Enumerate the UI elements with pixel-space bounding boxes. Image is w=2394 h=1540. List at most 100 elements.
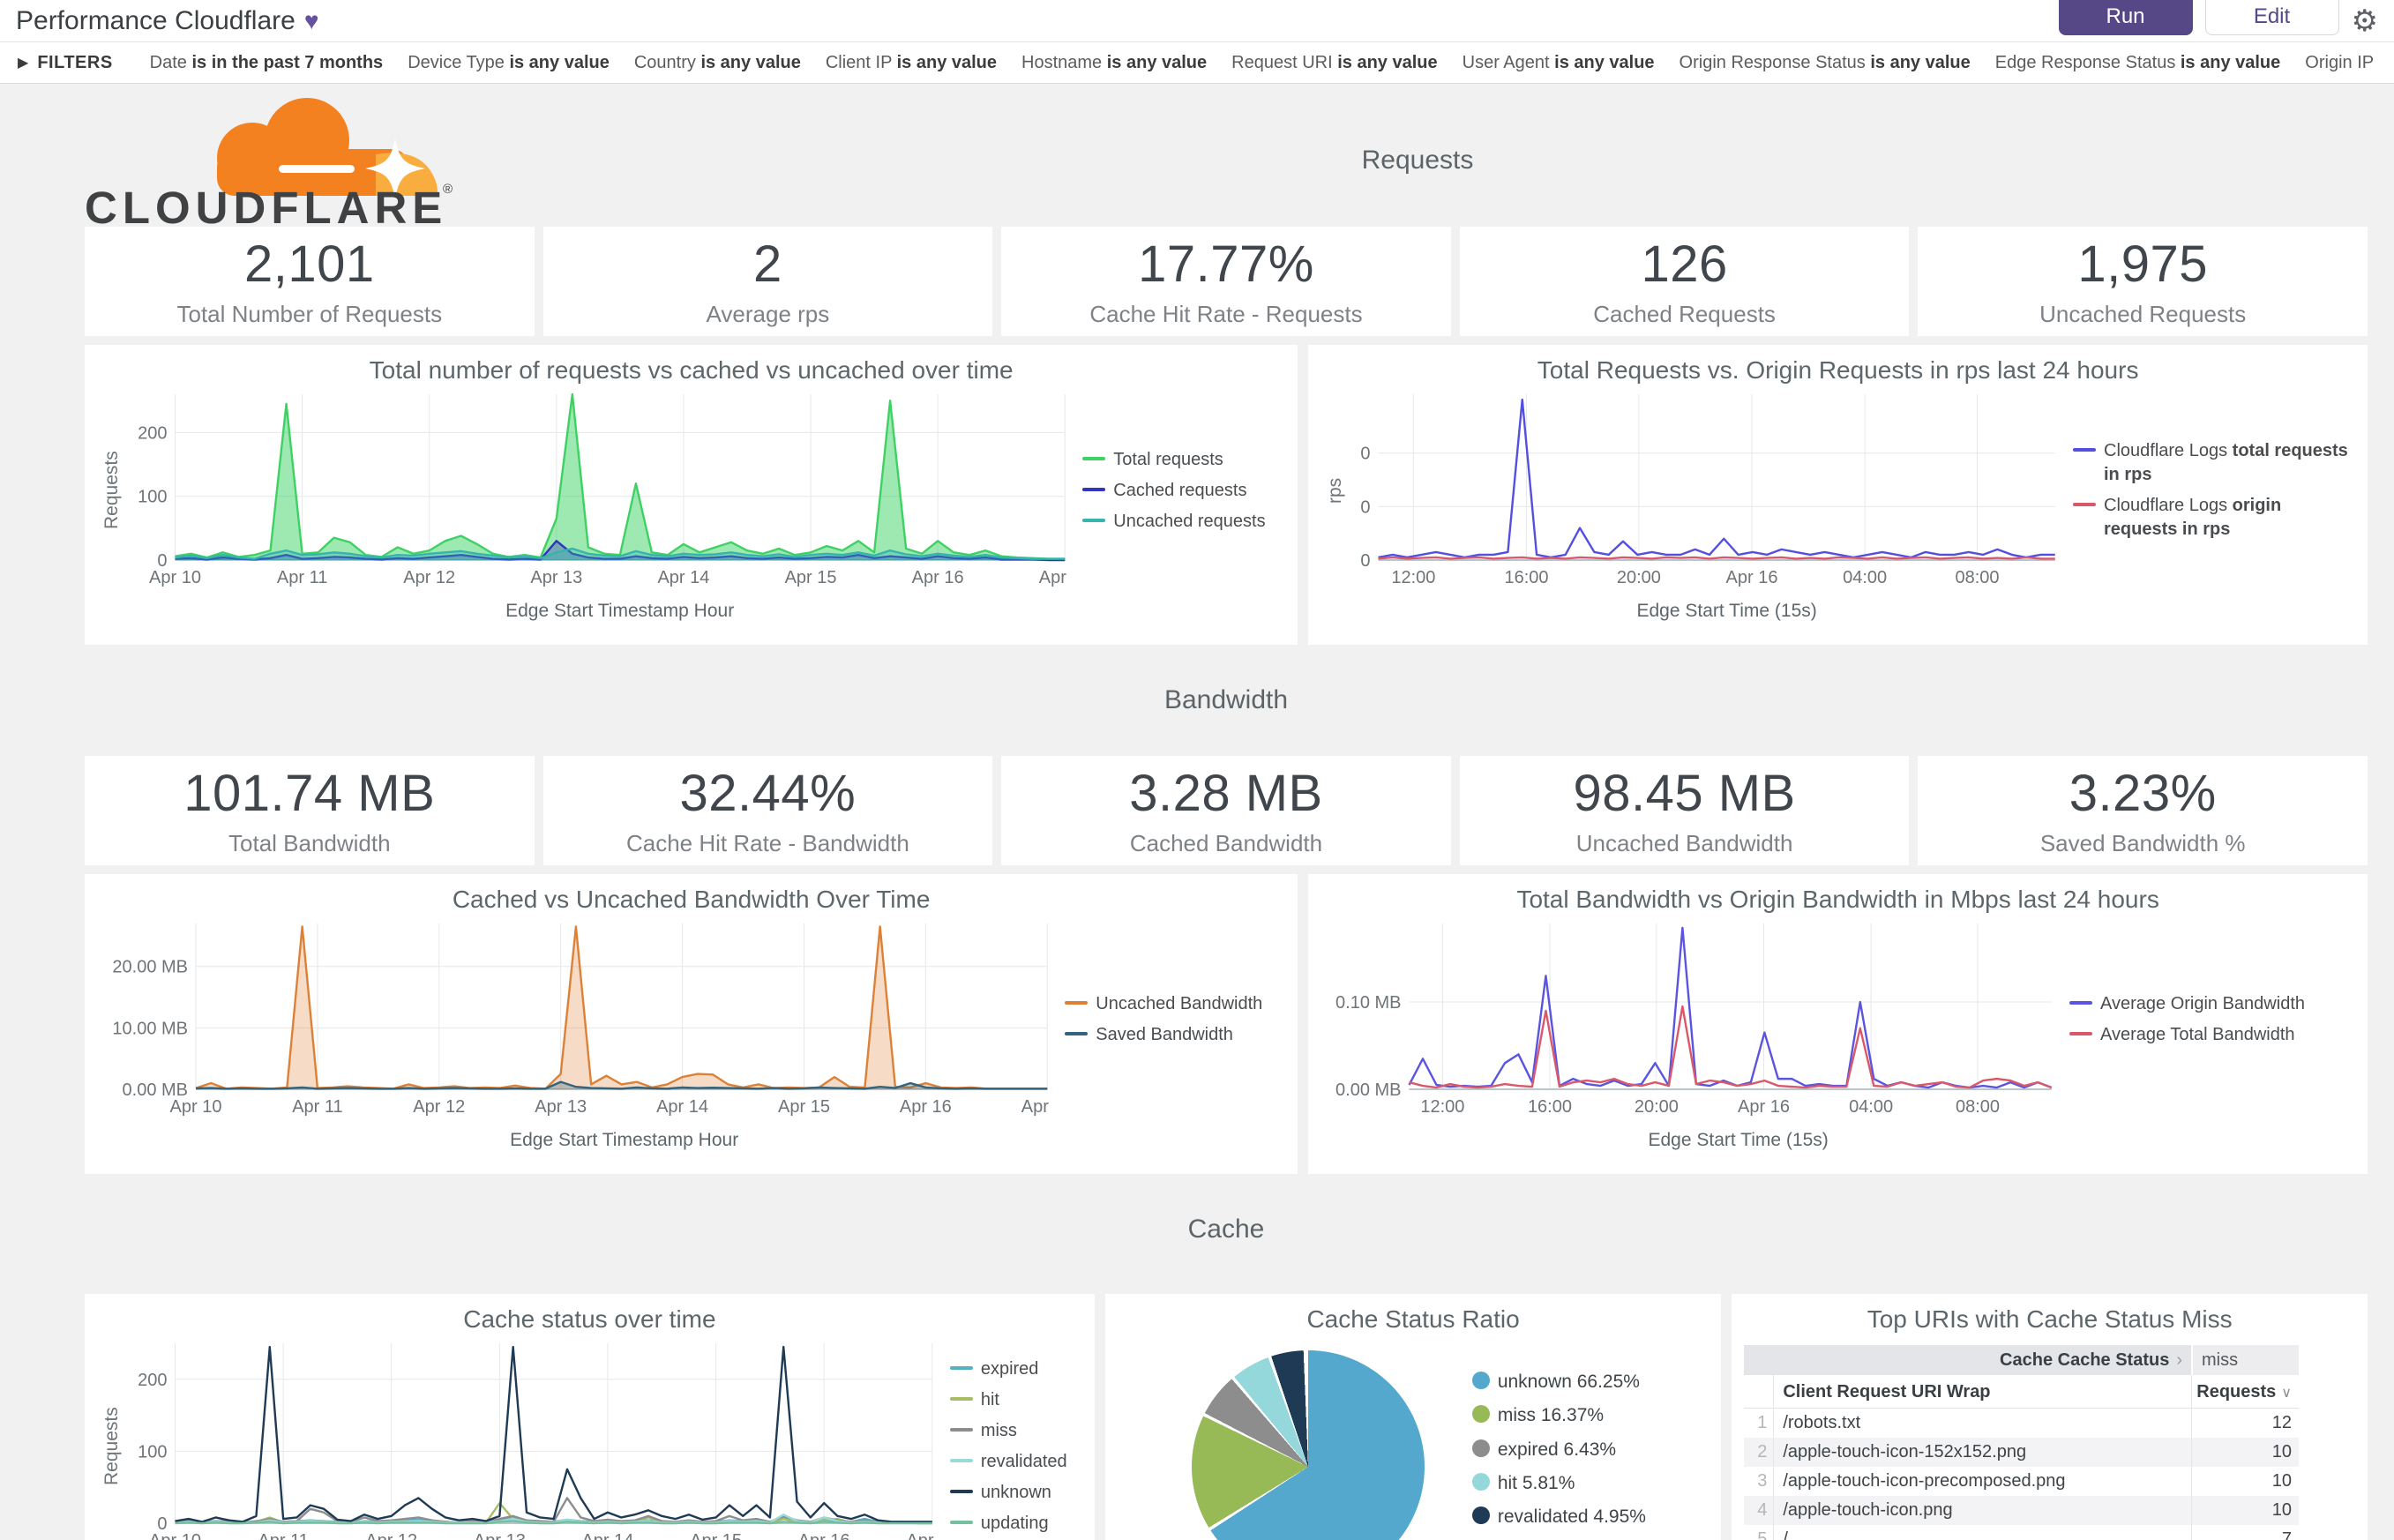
legend-item[interactable]: hit [949,1388,1082,1412]
svg-text:Apr 17: Apr 17 [1039,568,1072,587]
kpi-label: Uncached Requests [2039,301,2247,327]
column-requests[interactable]: Requests ∨ [2191,1375,2299,1408]
pivot-header[interactable]: Cache Cache Status › [1744,1345,2192,1375]
table-row[interactable]: 4/apple-touch-icon.png 10 [1744,1496,2300,1525]
chart-title: Total Bandwidth vs Origin Bandwidth in M… [1516,886,2159,913]
legend-item[interactable]: Cloudflare Logs total requests in rps [2073,439,2355,487]
filter-origin-response-status[interactable]: Origin Response Status is any value [1680,53,1971,73]
legend-label: Average Origin Bandwidth [2100,994,2305,1013]
legend-item[interactable]: Cached requests [1082,479,1285,503]
svg-text:Apr 16: Apr 16 [1726,568,1778,587]
svg-text:Apr 16: Apr 16 [900,1097,952,1117]
filter-user-agent[interactable]: User Agent is any value [1463,53,1655,73]
line-chart[interactable]: Apr 10 Apr 11 Apr 12 Apr 13 Apr 14 Apr 15 Apr … [97,916,1054,1123]
legend-label: revalidated [980,1452,1067,1471]
filters-expand-icon[interactable]: ▶ [18,56,29,71]
kpi-tile: 2 Average rps [542,227,993,336]
svg-text:0.00 MB: 0.00 MB [1335,1080,1401,1100]
legend-dot [1471,1439,1490,1457]
svg-text:16:00: 16:00 [1528,1097,1572,1117]
run-button[interactable]: Run [2058,0,2193,35]
filter-device-type[interactable]: Device Type is any value [408,53,610,73]
legend-item[interactable]: hit 5.81% [1471,1471,1646,1496]
table-row[interactable]: 5 / 7 [1744,1525,2299,1540]
legend-item[interactable]: updating [949,1512,1082,1536]
legend-item[interactable]: Uncached Bandwidth [1065,992,1285,1016]
line-chart[interactable]: 12:00 16:00 20:00 Apr 16 04:00 08:00 0 0 0 [1350,387,2062,594]
legend-swatch [949,1366,973,1370]
pivot-value: miss [2191,1345,2300,1375]
kpi-tile: 3.23% Saved Bandwidth % [1918,756,2368,865]
filter-field: Origin IP [2305,52,2376,72]
filter-client-ip[interactable]: Client IP is any value [826,53,997,73]
kpi-tile: 98.45 MB Uncached Bandwidth [1459,756,1910,865]
filter-date[interactable]: Date is in the past 7 months [150,53,384,73]
filter-condition: is any value [1554,52,1655,72]
svg-text:12:00: 12:00 [1392,568,1436,587]
kpi-tile: 3.28 MB Cached Bandwidth [1001,756,1451,865]
legend-swatch [2069,1001,2092,1005]
legend-label: Average Total Bandwidth [2100,1025,2295,1044]
legend-item[interactable]: revalidated 4.95% [1471,1505,1646,1529]
edit-button[interactable]: Edit [2204,0,2339,35]
kpi-value: 3.23% [2069,765,2217,822]
table-row[interactable]: 1/robots.txt 12 [1744,1409,2299,1438]
row-uri: /apple-touch-icon-152x152.png [1783,1442,2027,1462]
pie-chart[interactable] [1191,1350,1425,1540]
legend-label: expired [980,1359,1039,1379]
legend-item[interactable]: miss [949,1419,1082,1443]
line-chart[interactable]: Apr 10 Apr 11 Apr 12 Apr 13 Apr 14 Apr 15 Apr … [127,1336,939,1540]
kpi-tile: 2,101 Total Number of Requests [85,227,535,336]
section-cache: Cache [1187,1215,1265,1244]
gear-icon[interactable]: ⚙ [2351,4,2378,38]
svg-text:Apr 13: Apr 13 [535,1097,587,1117]
row-uri: / [1783,1529,1788,1540]
filters-label[interactable]: FILTERS [37,52,113,72]
svg-text:200: 200 [138,1371,167,1390]
row-uri: /apple-touch-icon.png [1783,1500,1953,1520]
filter-condition: is any value [896,52,998,72]
table-row[interactable]: 2/apple-touch-icon-152x152.png 10 [1744,1438,2300,1467]
chart-cache-status-ratio: Cache Status Ratio unknown 66.25% miss 16… [1104,1294,1722,1540]
line-chart[interactable]: 12:00 16:00 20:00 Apr 16 04:00 08:00 0.00 MB 0.… [1320,916,2059,1123]
chart-bandwidth-over-time: Cached vs Uncached Bandwidth Over Time A… [85,874,1298,1174]
filter-items: Date is in the past 7 months Device Type … [150,53,2376,73]
filter-hostname[interactable]: Hostname is any value [1021,53,1207,73]
legend-item[interactable]: miss 16.37% [1471,1403,1646,1428]
legend-item[interactable]: revalidated [949,1450,1082,1474]
line-chart[interactable]: Apr 10 Apr 11 Apr 12 Apr 13 Apr 14 Apr 15 Apr … [127,387,1072,594]
legend-label: Cloudflare Logs total requests in rps [2104,441,2348,484]
filter-origin-ip[interactable]: Origin IP is any value [2305,53,2376,73]
filter-request-uri[interactable]: Request URI is any value [1231,53,1437,73]
kpi-value: 98.45 MB [1573,765,1796,822]
column-index [1744,1375,1775,1408]
row-requests: 10 [2191,1438,2299,1467]
cloudflare-wordmark: CLOUDFLARE [85,183,447,227]
legend-item[interactable]: unknown 66.25% [1471,1370,1646,1394]
legend-item[interactable]: Total requests [1082,448,1285,472]
filter-field: Hostname [1021,52,1107,72]
legend-item[interactable]: Average Origin Bandwidth [2069,992,2355,1016]
legend-item[interactable]: Cloudflare Logs origin requests in rps [2073,494,2355,542]
column-uri[interactable]: Client Request URI Wrap [1783,1382,1991,1402]
legend-item[interactable]: Average Total Bandwidth [2069,1023,2355,1047]
svg-text:Apr 11: Apr 11 [258,1531,308,1540]
legend-item[interactable]: Saved Bandwidth [1065,1023,1285,1047]
legend-item[interactable]: expired 6.43% [1471,1438,1646,1462]
legend-item[interactable]: Uncached requests [1082,510,1285,534]
legend-item[interactable]: expired [949,1357,1082,1381]
kpi-label: Cache Hit Rate - Bandwidth [625,830,909,856]
kpi-value: 1,975 [2077,235,2208,293]
svg-text:20:00: 20:00 [1617,568,1661,587]
page-title: Performance Cloudflare [16,5,296,35]
filter-field: Country [633,52,701,72]
filter-country[interactable]: Country is any value [634,53,801,73]
row-index: 4 [1744,1496,1775,1525]
table-row[interactable]: 3/apple-touch-icon-precomposed.png 10 [1744,1467,2299,1496]
kpi-row-requests: 2,101 Total Number of Requests 2 Average rp… [85,227,2368,336]
filter-edge-response-status[interactable]: Edge Response Status is any value [1995,53,2281,73]
legend-item[interactable]: unknown [949,1481,1082,1505]
legend-swatch [949,1521,973,1524]
kpi-value: 2 [753,235,782,293]
legend-swatch [949,1490,973,1493]
